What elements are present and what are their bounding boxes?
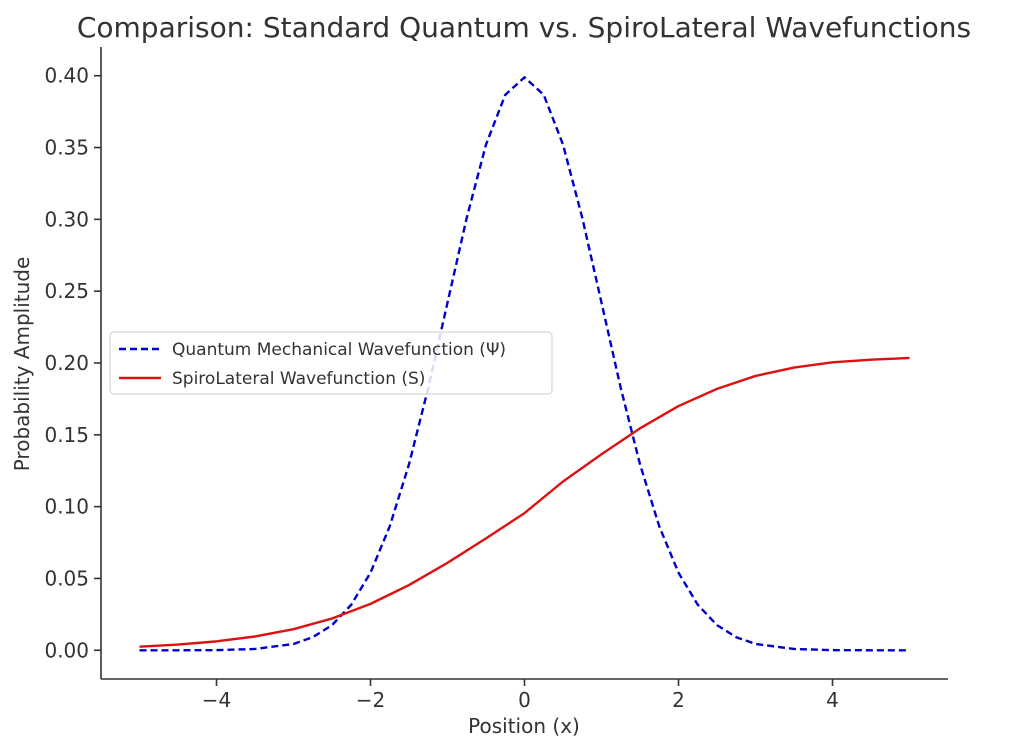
y-tick-label: 0.35 xyxy=(44,136,89,160)
y-axis-label: Probability Amplitude xyxy=(10,257,34,472)
x-tick-label: 4 xyxy=(826,688,839,712)
chart-title: Comparison: Standard Quantum vs. SpiroLa… xyxy=(77,11,971,44)
quantum-wavefunction-line xyxy=(139,76,910,652)
x-tick-label: −4 xyxy=(202,688,231,712)
legend-label-quantum: Quantum Mechanical Wavefunction (Ψ) xyxy=(172,340,506,360)
y-tick-label: 0.15 xyxy=(44,423,89,447)
x-ticks: −4 −2 0 2 4 xyxy=(202,679,839,712)
x-tick-label: 0 xyxy=(518,688,531,712)
y-tick-label: 0.00 xyxy=(44,638,89,662)
x-tick-label: −2 xyxy=(356,688,385,712)
y-ticks: 0.00 0.05 0.10 0.15 0.20 0.25 0.30 0.35 0.40 xyxy=(44,64,101,662)
x-axis-label: Position (x) xyxy=(468,714,580,738)
plot-area xyxy=(139,76,910,652)
y-tick-label: 0.20 xyxy=(44,351,89,375)
legend: Quantum Mechanical Wavefunction (Ψ) Spir… xyxy=(109,331,553,395)
legend-box xyxy=(109,331,553,395)
y-tick-label: 0.10 xyxy=(44,495,89,519)
y-tick-label: 0.05 xyxy=(44,566,89,590)
y-tick-label: 0.30 xyxy=(44,207,89,231)
legend-label-spirolateral: SpiroLateral Wavefunction (S) xyxy=(172,369,425,389)
x-tick-label: 2 xyxy=(672,688,685,712)
y-tick-label: 0.25 xyxy=(44,279,89,303)
spirolateral-wavefunction-line xyxy=(139,356,910,648)
y-tick-label: 0.40 xyxy=(44,64,89,88)
